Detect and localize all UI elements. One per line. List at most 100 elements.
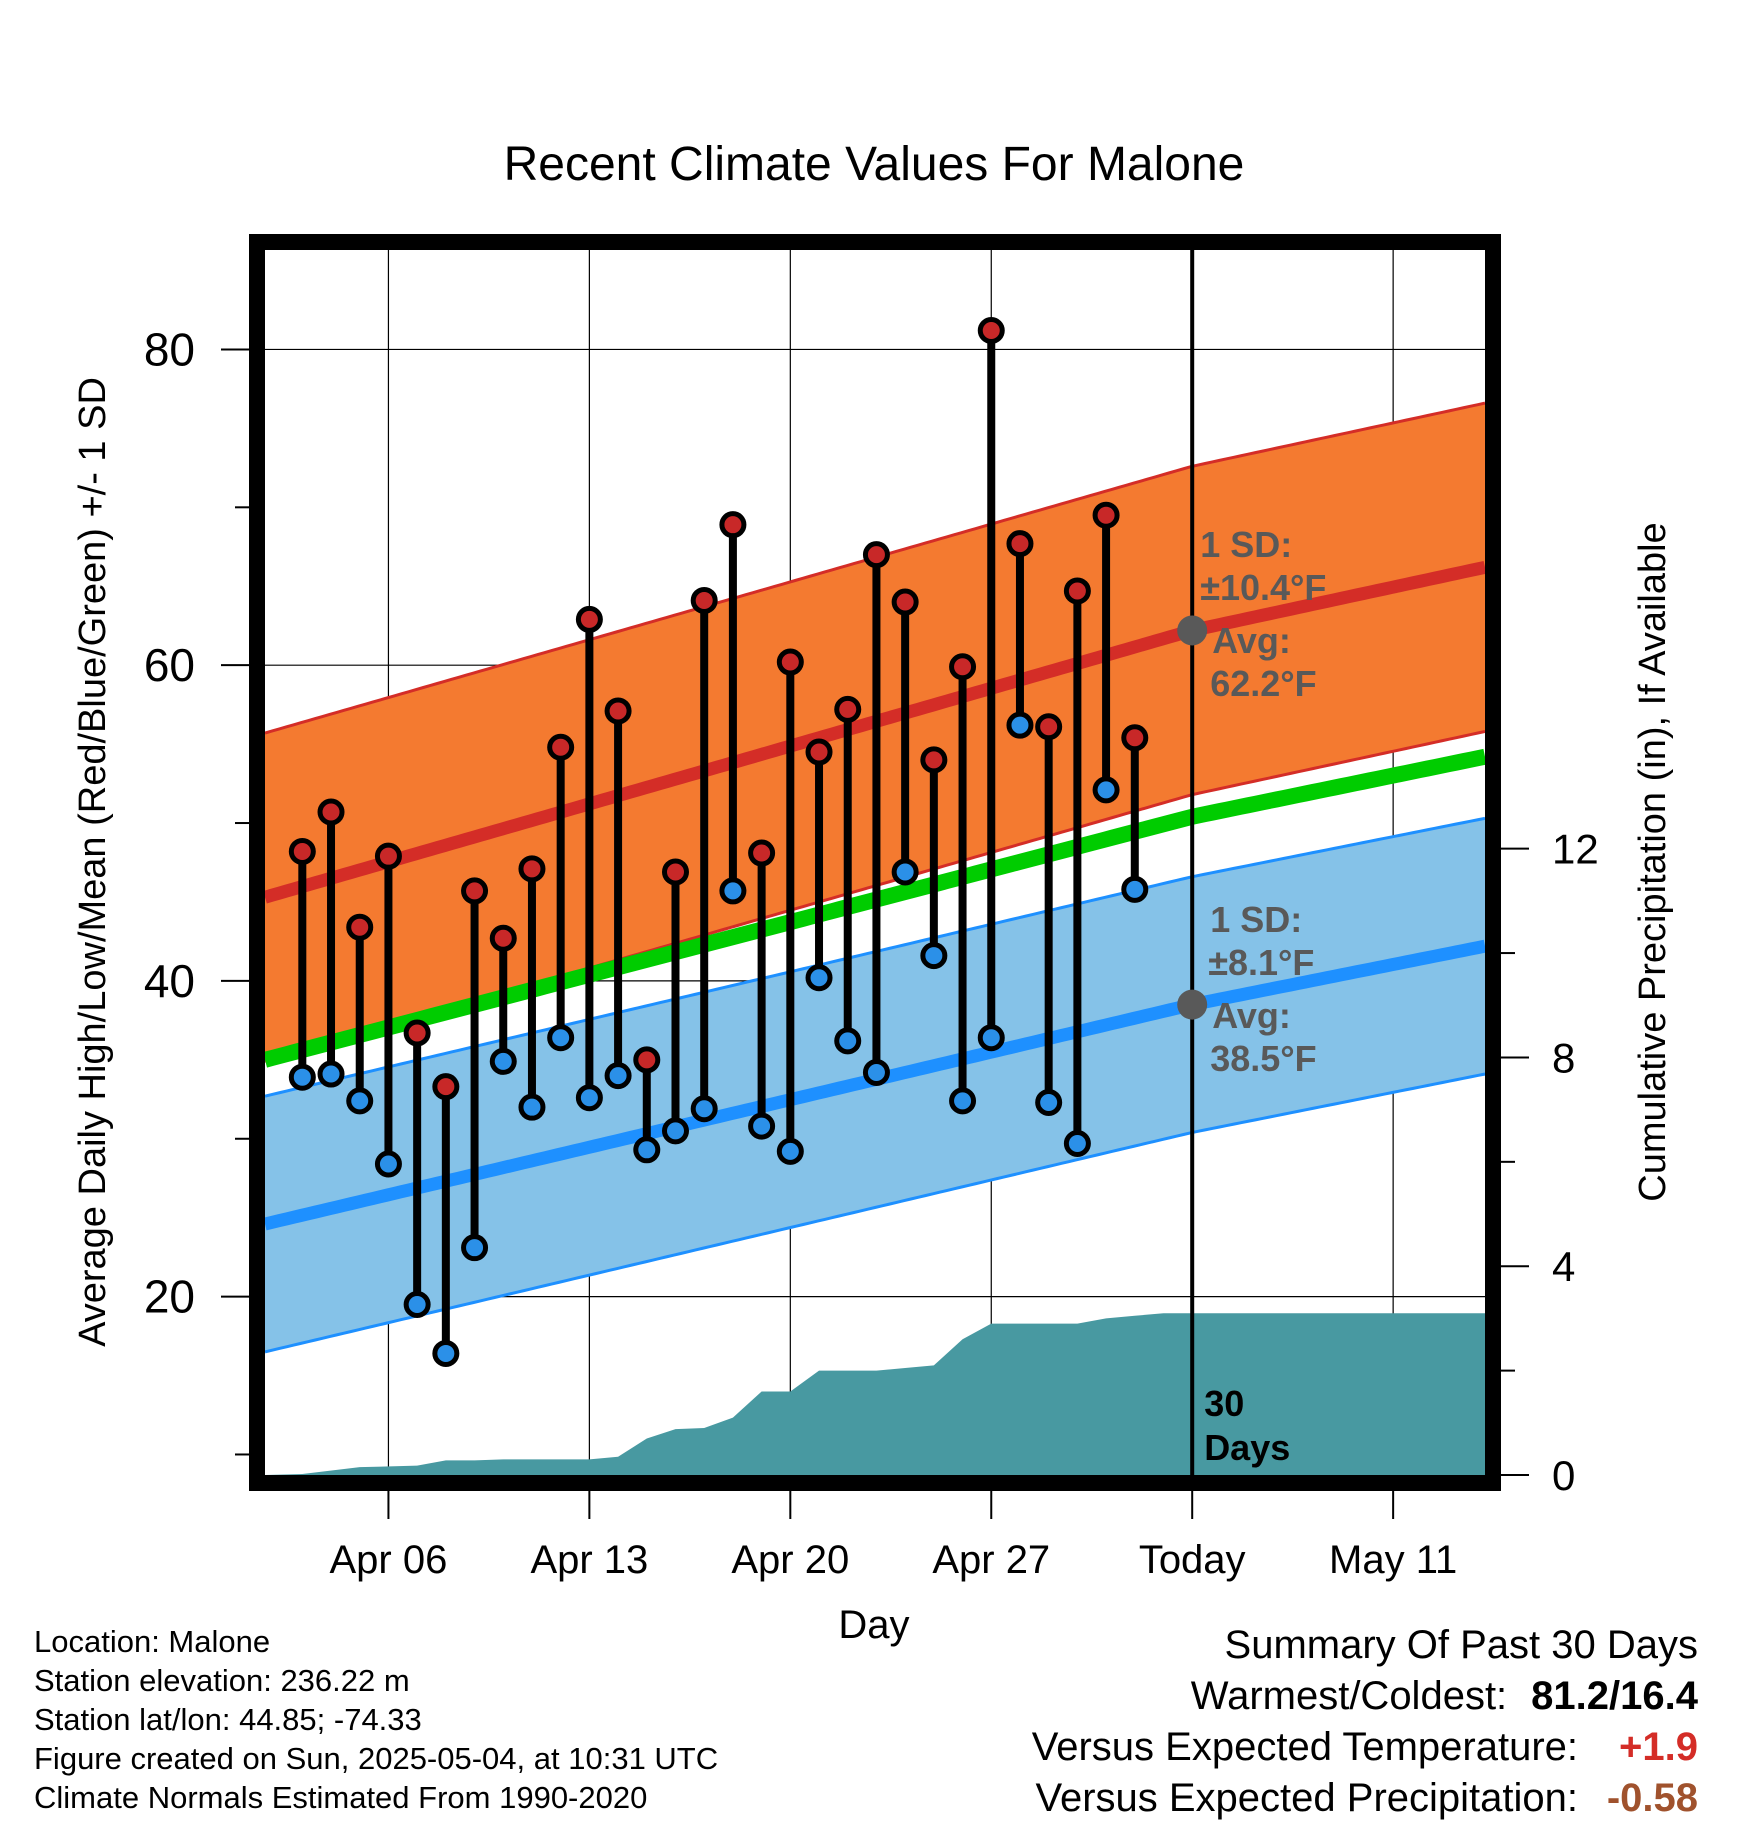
daily-high-point xyxy=(1035,713,1063,741)
axes: 20 40 60 80 0 4 8 12 Apr 06 Apr 13 Apr 20 Apr 27 Tod… xyxy=(144,234,1599,1582)
days-label-count: 30 xyxy=(1204,1383,1244,1424)
low-avg-value: 38.5°F xyxy=(1210,1038,1316,1079)
daily-high-point xyxy=(374,842,402,870)
daily-low-point xyxy=(346,1087,374,1115)
daily-low-point xyxy=(461,1234,489,1262)
normals-text: Climate Normals Estimated From 1990-2020 xyxy=(34,1780,648,1815)
x-tick-label: Apr 13 xyxy=(530,1538,648,1582)
daily-high-point xyxy=(288,837,316,865)
y-tick-label: 60 xyxy=(144,639,195,691)
daily-high-point xyxy=(776,648,804,676)
daily-high-point xyxy=(461,877,489,905)
daily-high-point xyxy=(604,697,632,725)
location-text: Location: Malone xyxy=(34,1624,271,1659)
daily-low-point xyxy=(1121,875,1149,903)
temp-anomaly-label: Versus Expected Temperature: xyxy=(1031,1725,1578,1769)
plot-frame xyxy=(249,234,1501,1491)
daily-low-point xyxy=(518,1093,546,1121)
daily-low-point xyxy=(1035,1088,1063,1116)
daily-high-point xyxy=(690,586,718,614)
y2-axis-label: Cumulative Precipitation (in), If Availa… xyxy=(1632,522,1674,1201)
daily-low-point xyxy=(288,1063,316,1091)
daily-low-point xyxy=(1092,776,1120,804)
plot-clip-group xyxy=(265,250,1485,1475)
summary-panel: Summary Of Past 30 Days Warmest/Coldest:… xyxy=(1032,1620,1698,1824)
daily-low-point xyxy=(403,1291,431,1319)
daily-high-point xyxy=(489,924,517,952)
latlon-text: Station lat/lon: 44.85; -74.33 xyxy=(34,1702,422,1737)
precip-area xyxy=(265,1313,1485,1475)
y2-tick-label: 12 xyxy=(1552,826,1599,873)
daily-high-point xyxy=(1092,501,1120,529)
x-tick-label: Apr 20 xyxy=(731,1538,849,1582)
daily-high-point xyxy=(1063,577,1091,605)
daily-low-point xyxy=(633,1136,661,1164)
x-tick-label: Apr 06 xyxy=(330,1538,448,1582)
summary-warm-cold-row: Warmest/Coldest: 81.2/16.4 xyxy=(1032,1671,1698,1722)
low-sd-value: ±8.1°F xyxy=(1208,942,1314,983)
daily-high-point xyxy=(403,1019,431,1047)
x-tick-label: Apr 27 xyxy=(932,1538,1050,1582)
precip-anomaly-label: Versus Expected Precipitation: xyxy=(1035,1776,1578,1820)
daily-high-point xyxy=(748,839,776,867)
elevation-text: Station elevation: 236.22 m xyxy=(34,1663,410,1698)
daily-low-point xyxy=(805,964,833,992)
y-axis-label: Average Daily High/Low/Mean (Red/Blue/Gr… xyxy=(72,377,114,1347)
daily-low-point xyxy=(432,1339,460,1367)
daily-low-point xyxy=(719,877,747,905)
daily-high-point xyxy=(862,541,890,569)
y2-tick-label: 4 xyxy=(1552,1243,1575,1290)
y2-tick-label: 8 xyxy=(1552,1034,1575,1081)
daily-low-point xyxy=(1006,711,1034,739)
x-axis-label: Day xyxy=(838,1603,909,1647)
daily-high-point xyxy=(891,588,919,616)
daily-low-point xyxy=(748,1112,776,1140)
daily-low-point xyxy=(1063,1129,1091,1157)
daily-high-point xyxy=(575,605,603,633)
created-text: Figure created on Sun, 2025-05-04, at 10… xyxy=(34,1741,719,1776)
daily-low-point xyxy=(977,1024,1005,1052)
y-tick-label: 80 xyxy=(144,323,195,375)
daily-high-point xyxy=(432,1073,460,1101)
precip-anomaly-value: -0.58 xyxy=(1606,1776,1698,1820)
daily-low-point xyxy=(949,1087,977,1115)
daily-low-point xyxy=(604,1062,632,1090)
chart-title: Recent Climate Values For Malone xyxy=(504,138,1245,191)
daily-low-point xyxy=(575,1084,603,1112)
warm-cold-label: Warmest/Coldest: xyxy=(1190,1674,1508,1718)
daily-low-point xyxy=(489,1047,517,1075)
y-tick-label: 20 xyxy=(144,1271,195,1323)
daily-low-point xyxy=(317,1060,345,1088)
low-band-lower-edge xyxy=(265,1072,1485,1354)
station-info: Location: Malone Station elevation: 236.… xyxy=(34,1622,718,1817)
x-tick-label: May 11 xyxy=(1329,1538,1457,1582)
y-tick-label: 40 xyxy=(144,955,195,1007)
daily-low-point xyxy=(776,1137,804,1165)
daily-high-point xyxy=(949,653,977,681)
temp-anomaly-value: +1.9 xyxy=(1619,1725,1698,1769)
daily-high-point xyxy=(834,695,862,723)
daily-high-point xyxy=(633,1046,661,1074)
normal-high-today-marker xyxy=(1177,615,1208,646)
summary-heading: Summary Of Past 30 Days xyxy=(1224,1623,1698,1667)
low-avg-label: Avg: xyxy=(1212,995,1291,1036)
daily-high-point xyxy=(977,317,1005,345)
high-avg-label: Avg: xyxy=(1212,620,1291,661)
daily-low-point xyxy=(690,1095,718,1123)
daily-low-point xyxy=(374,1150,402,1178)
high-avg-value: 62.2°F xyxy=(1210,663,1316,704)
daily-high-point xyxy=(1006,530,1034,558)
daily-low-point xyxy=(547,1024,575,1052)
normal-low-today-marker xyxy=(1177,989,1208,1020)
daily-high-point xyxy=(547,733,575,761)
daily-high-point xyxy=(805,738,833,766)
daily-high-point xyxy=(518,855,546,883)
daily-low-point xyxy=(920,942,948,970)
days-label-word: Days xyxy=(1204,1427,1290,1468)
low-sd-label: 1 SD: xyxy=(1210,899,1302,940)
daily-high-point xyxy=(346,913,374,941)
daily-high-point xyxy=(920,746,948,774)
warm-cold-value: 81.2/16.4 xyxy=(1531,1674,1698,1718)
